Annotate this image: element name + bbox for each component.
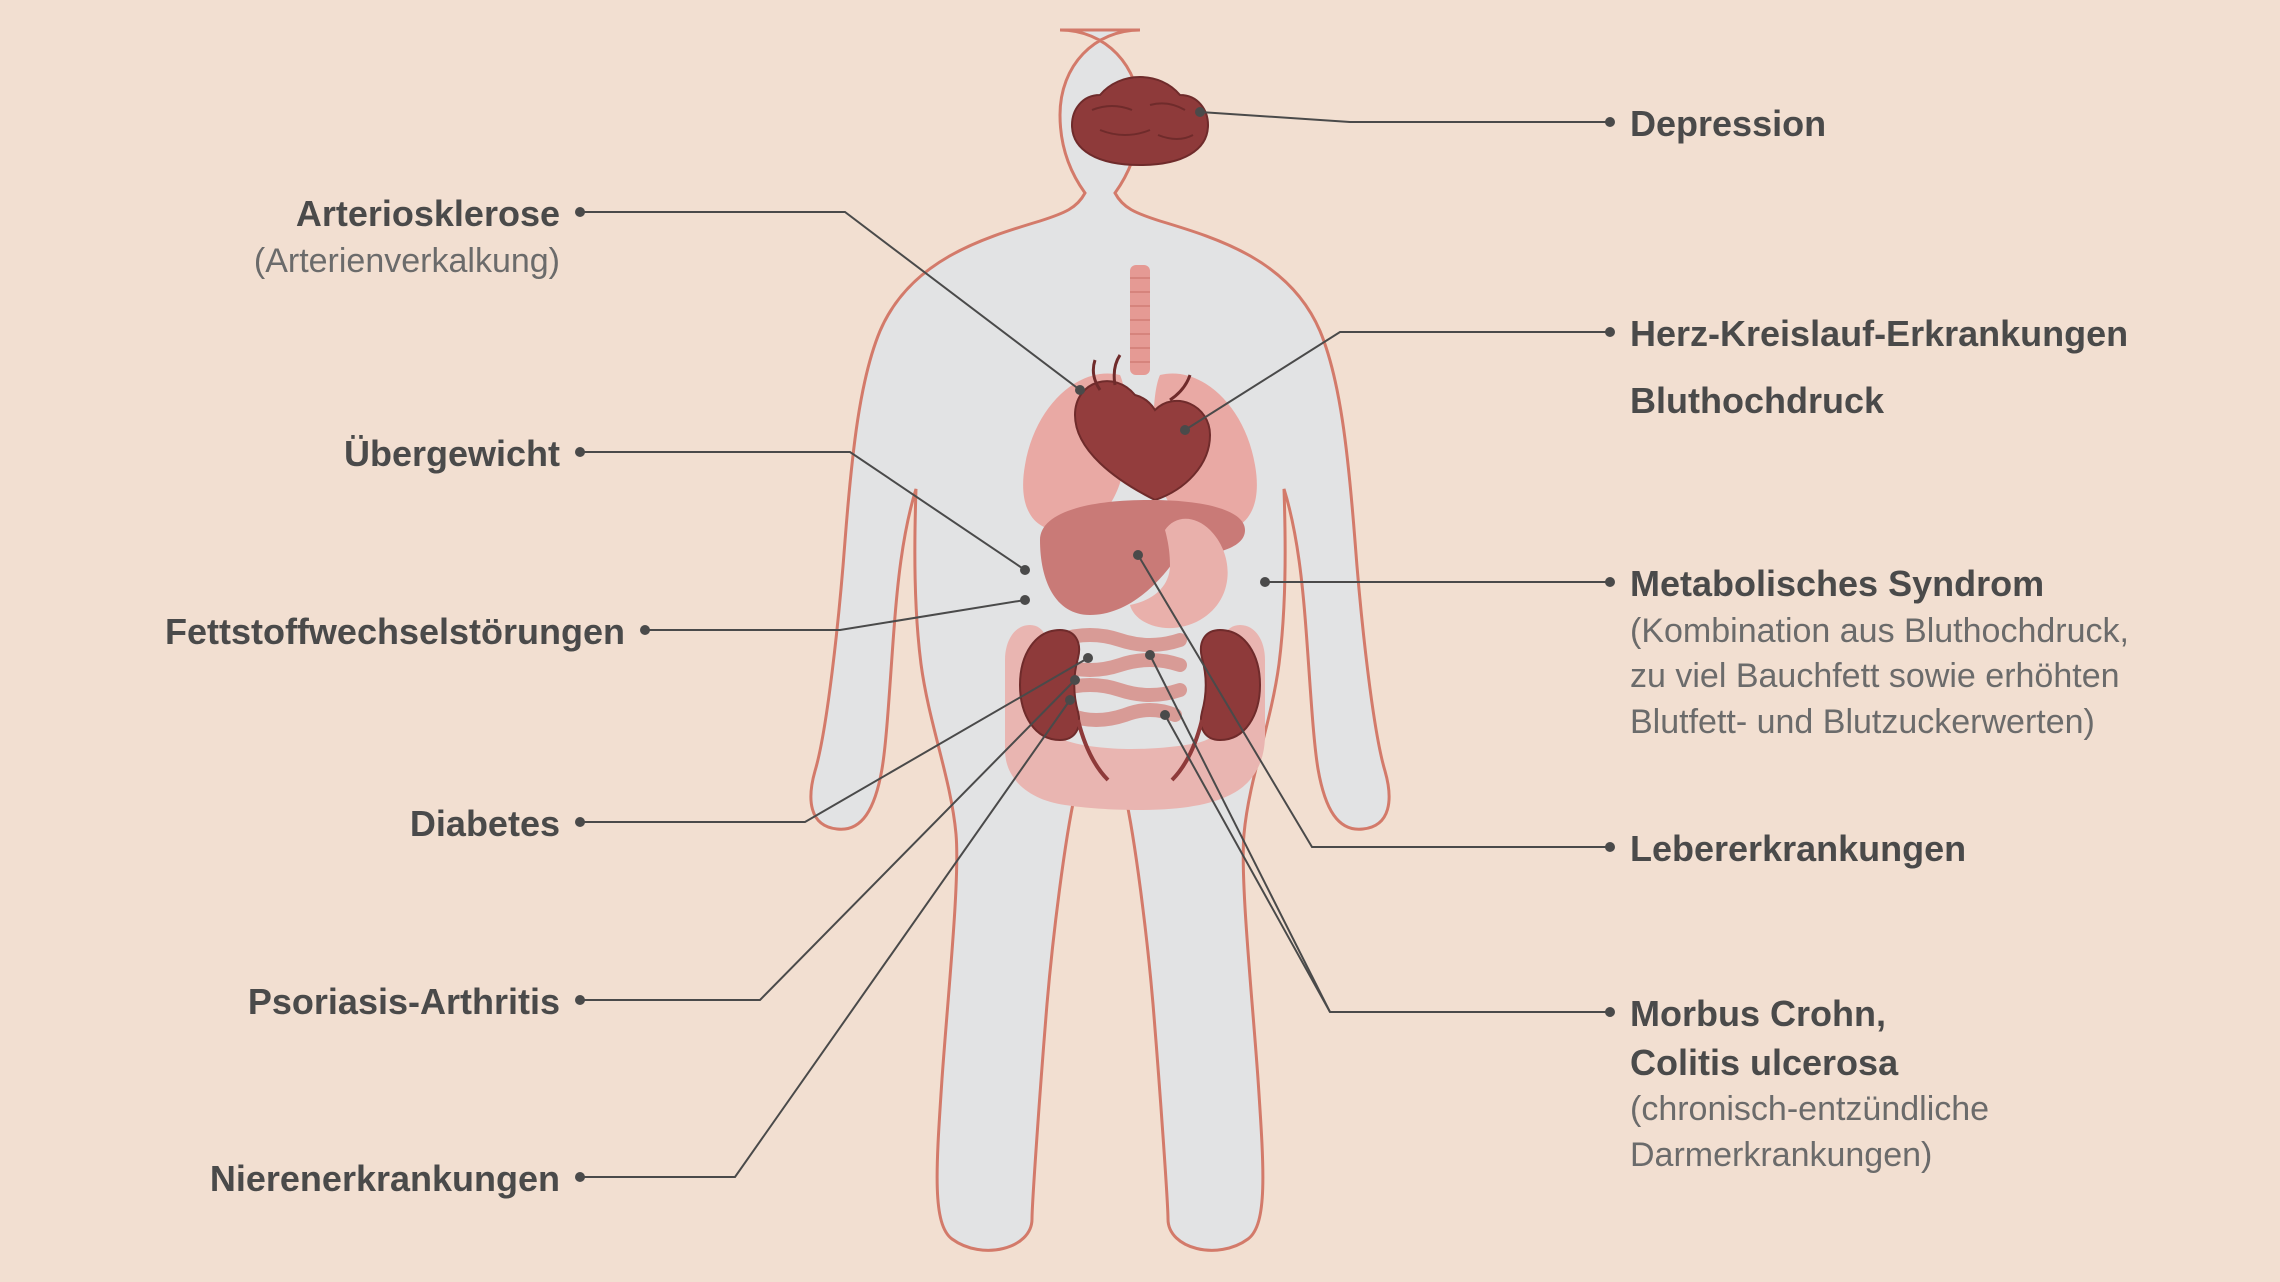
label-sub-2: zu viel Bauchfett sowie erhöhten: [1630, 654, 2129, 700]
label-title: Nierenerkrankungen: [210, 1155, 560, 1204]
label-title-2: Bluthochdruck: [1630, 377, 2128, 426]
label-title-2: Colitis ulcerosa: [1630, 1039, 1989, 1088]
label-sub-1: (chronisch-entzündliche: [1630, 1087, 1989, 1133]
label-title: Lebererkrankungen: [1630, 825, 1966, 874]
label-sub-3: Blutfett- und Blutzuckerwerten): [1630, 700, 2129, 746]
label-psoriasis-arthritis: Psoriasis-Arthritis: [248, 978, 560, 1027]
label-morbus-crohn: Morbus Crohn, Colitis ulcerosa (chronisc…: [1630, 990, 1989, 1179]
label-title: Herz-Kreislauf-Erkrankungen: [1630, 310, 2128, 359]
label-title: Metabolisches Syndrom: [1630, 560, 2129, 609]
label-sub-1: (Kombination aus Bluthochdruck,: [1630, 609, 2129, 655]
trachea-icon: [1130, 265, 1150, 375]
label-title: Morbus Crohn,: [1630, 990, 1989, 1039]
label-lebererkrankungen: Lebererkrankungen: [1630, 825, 1966, 874]
label-title: Fettstoffwechselstörungen: [165, 608, 625, 657]
label-herzkreislauf: Herz-Kreislauf-Erkrankungen Bluthochdruc…: [1630, 310, 2128, 425]
label-uebergewicht: Übergewicht: [344, 430, 560, 479]
label-fettstoffwechsel: Fettstoffwechselstörungen: [165, 608, 625, 657]
label-arteriosklerose: Arteriosklerose (Arterienverkalkung): [254, 190, 560, 284]
diagram-canvas: Arteriosklerose (Arterienverkalkung) Übe…: [0, 0, 2280, 1282]
label-metabolisches-syndrom: Metabolisches Syndrom (Kombination aus B…: [1630, 560, 2129, 746]
label-title: Arteriosklerose: [254, 190, 560, 239]
label-title: Übergewicht: [344, 430, 560, 479]
label-nierenerkrankungen: Nierenerkrankungen: [210, 1155, 560, 1204]
label-title: Psoriasis-Arthritis: [248, 978, 560, 1027]
label-subtitle: (Arterienverkalkung): [254, 239, 560, 285]
label-depression: Depression: [1630, 100, 1826, 149]
label-diabetes: Diabetes: [410, 800, 560, 849]
label-title: Diabetes: [410, 800, 560, 849]
label-title: Depression: [1630, 100, 1826, 149]
label-sub-2: Darmerkrankungen): [1630, 1133, 1989, 1179]
